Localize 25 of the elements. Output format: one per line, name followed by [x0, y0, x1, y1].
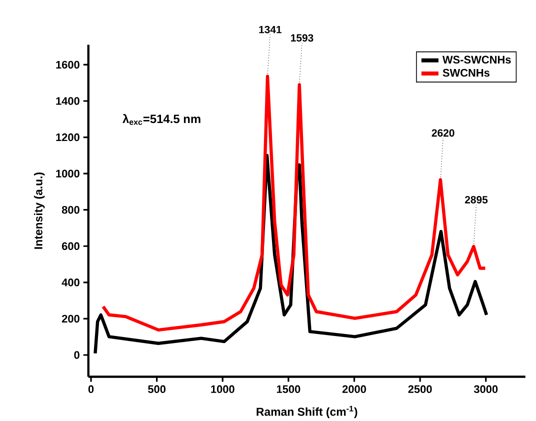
x-tick-label: 1000 [211, 385, 234, 393]
y-tick-label: 1400 [56, 96, 80, 105]
y-tick-label: 1000 [56, 170, 80, 178]
y-tick-label: 1200 [56, 133, 80, 141]
y-tick-label: 1600 [56, 60, 80, 68]
y-axis-title: Intensity (a.u.) [34, 172, 45, 249]
annotation: 2620 [432, 129, 454, 136]
x-tick-label: 500 [148, 385, 166, 393]
x-tick-label: 1500 [276, 385, 300, 393]
x-axis-title: Raman Shift (cm$^{-1}$) [256, 406, 358, 418]
legend-label: WS-SWCNHs [442, 56, 511, 64]
annotation: 1341 [259, 26, 282, 34]
x-tick-label: 2000 [342, 385, 366, 393]
legend-label: SWCNHs [442, 68, 490, 76]
y-tick-label: 400 [62, 278, 80, 286]
y-tick-label: 600 [62, 242, 80, 250]
y-tick-label: 0 [74, 350, 80, 359]
x-tick-label: 0 [88, 385, 94, 393]
x-tick-label: 2500 [408, 385, 432, 393]
annotation: λ$_{exc}$=514.5 nm [122, 114, 200, 125]
x-tick-label: 3000 [474, 385, 498, 393]
y-tick-label: 200 [62, 314, 80, 322]
annotation: 2895 [464, 196, 488, 204]
annotation: 1593 [291, 34, 314, 42]
y-tick-label: 800 [62, 206, 80, 214]
